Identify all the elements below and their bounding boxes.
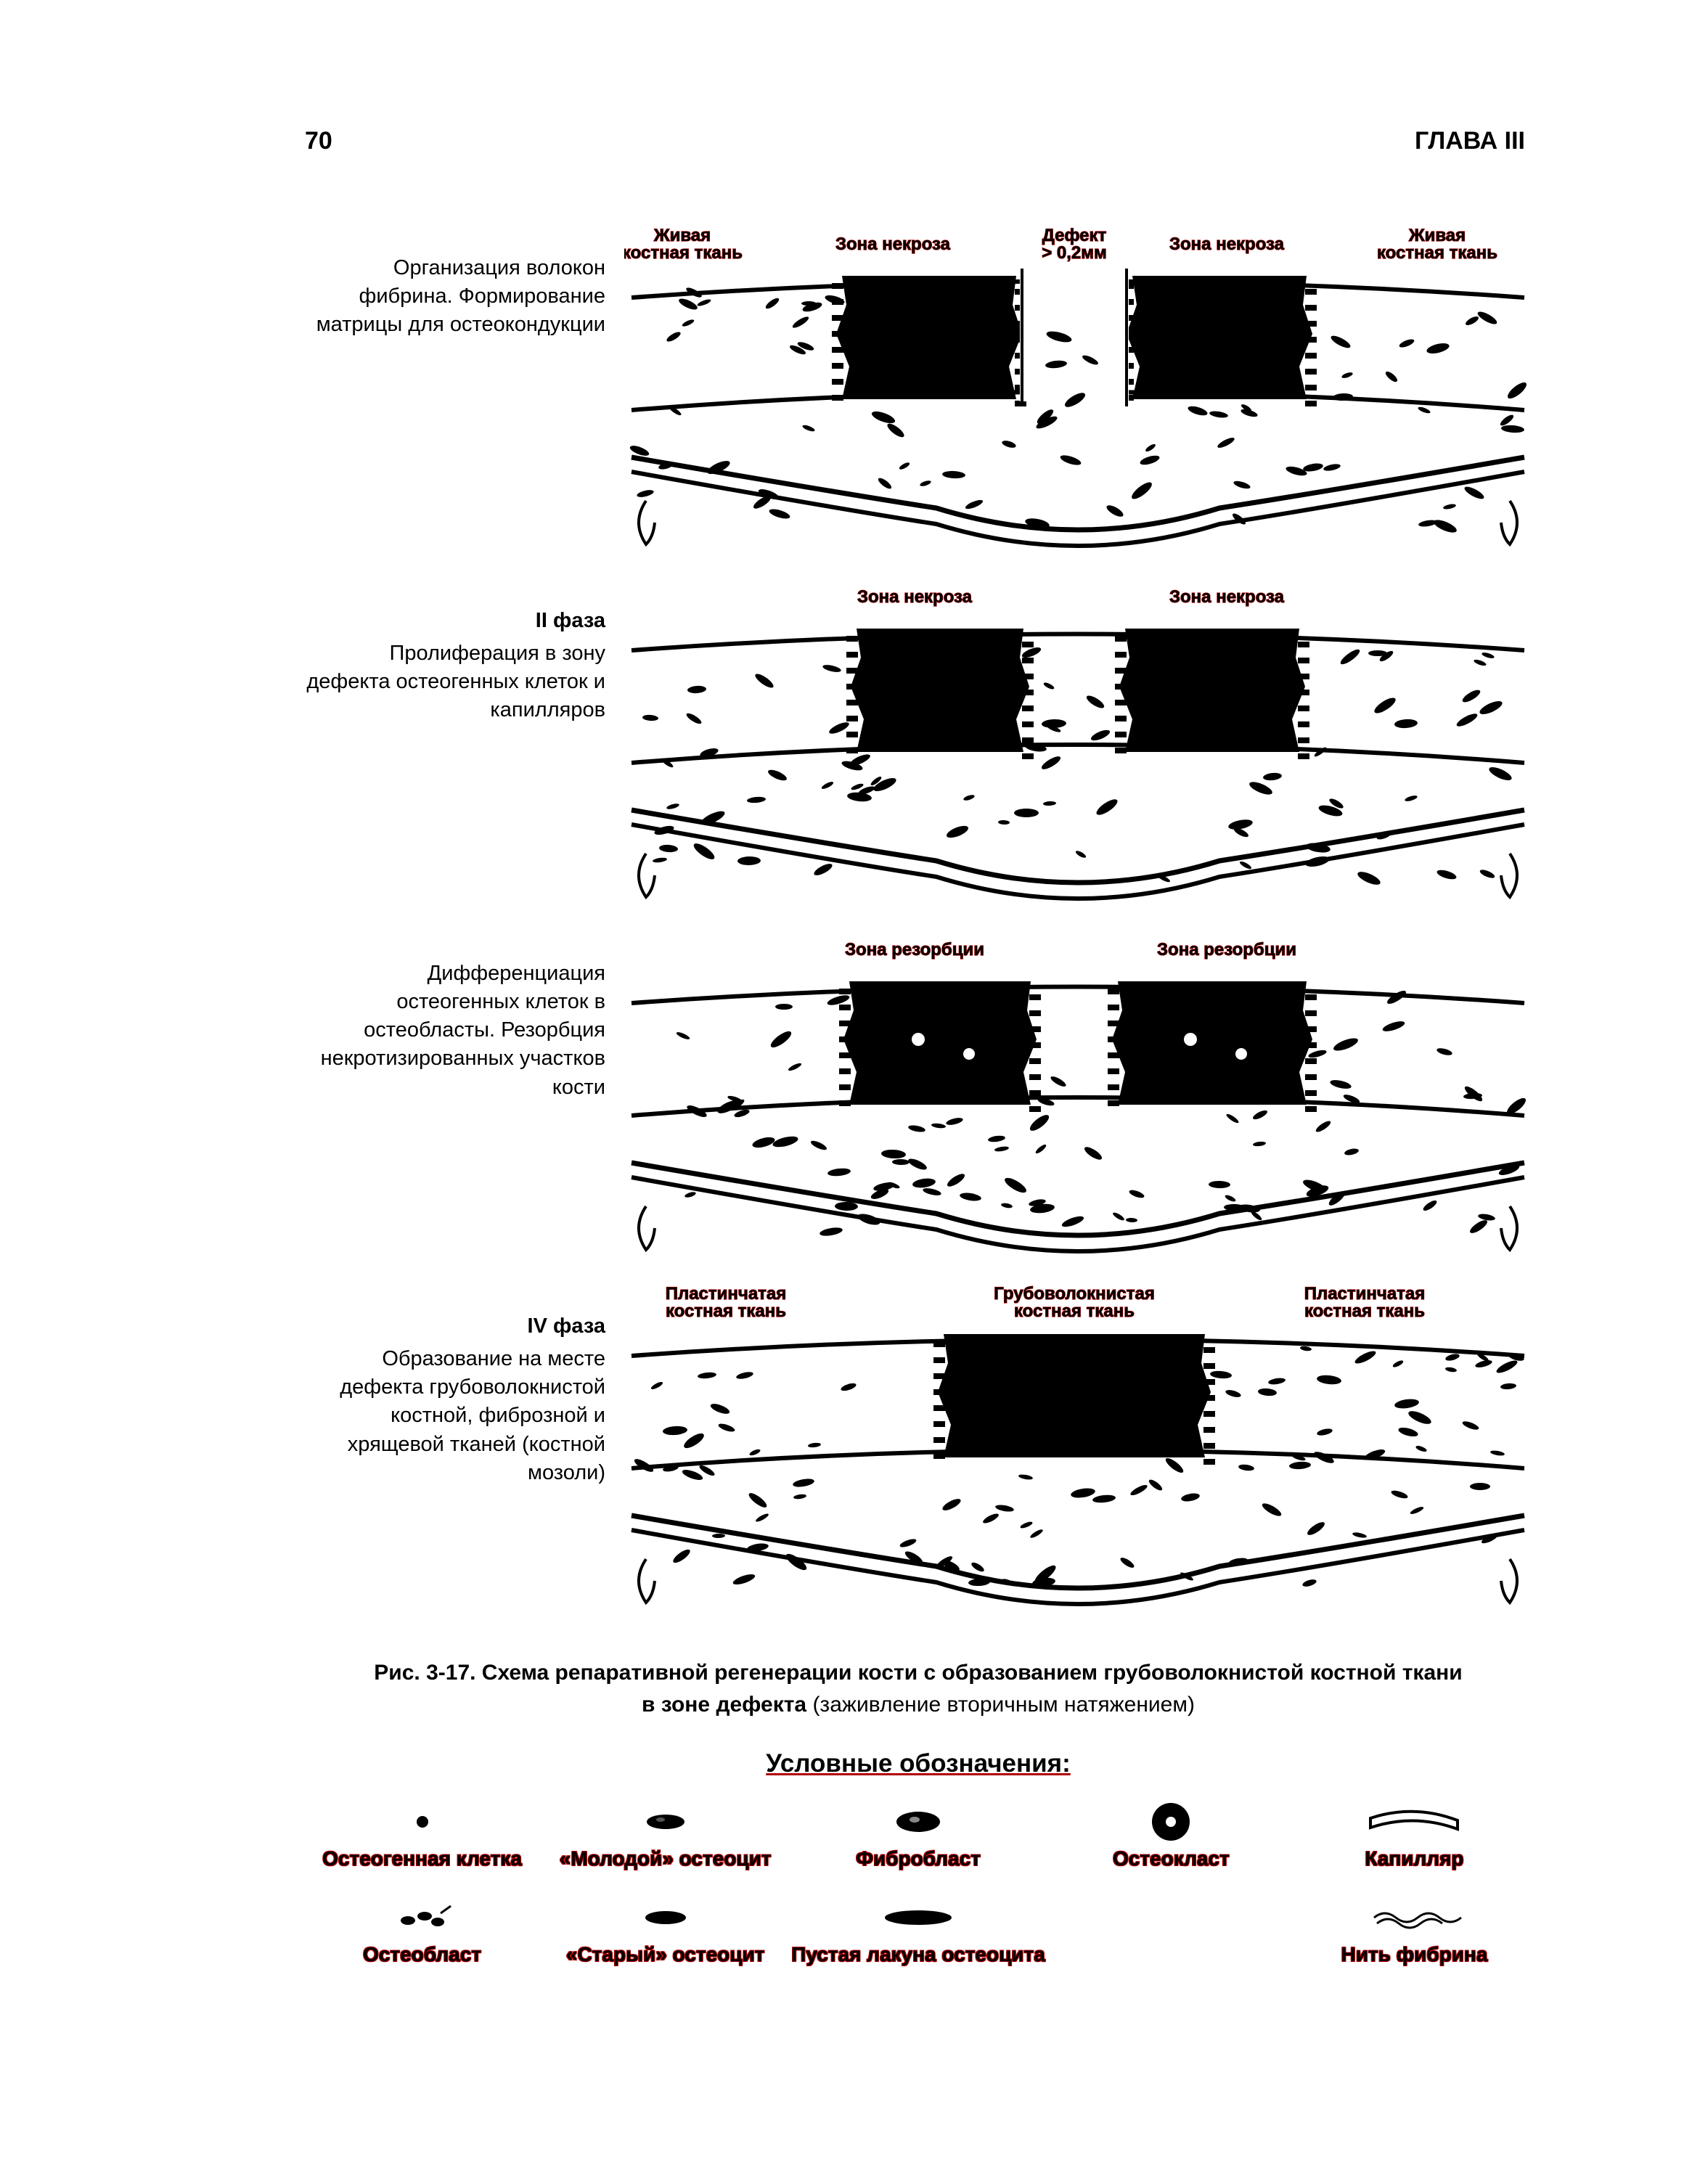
- legend-label: «Старый» остеоцит: [548, 1943, 782, 1966]
- legend-item: Нить фибрина: [1297, 1892, 1532, 1966]
- svg-text:костная ткань: костная ткань: [1304, 1301, 1425, 1321]
- svg-text:> 0,2мм: > 0,2мм: [1042, 243, 1107, 263]
- phase-4-diagram: Пластинчатаякостная тканьГрубоволокниста…: [624, 1283, 1532, 1632]
- legend-item: Фибробласт: [791, 1796, 1045, 1870]
- legend-label: Остеобласт: [305, 1943, 539, 1966]
- svg-text:Пластинчатая: Пластинчатая: [1304, 1284, 1426, 1304]
- legend-icon: [548, 1892, 782, 1943]
- legend-label: Нить фибрина: [1297, 1943, 1532, 1966]
- phase-2-diagram: Зона некроза Зона некроза: [624, 578, 1532, 926]
- legend-label: Остеогенная клетка: [305, 1847, 539, 1870]
- legend-icon: [1054, 1796, 1288, 1847]
- svg-text:Пластинчатая: Пластинчатая: [666, 1284, 787, 1304]
- figure-caption: Рис. 3-17. Схема репаративной регенераци…: [305, 1657, 1532, 1720]
- svg-text:Грубоволокнистая: Грубоволокнистая: [994, 1284, 1155, 1304]
- legend-title: Условные обозначения:: [305, 1749, 1532, 1778]
- phase-2-description: Пролиферация в зону дефекта остеогенных …: [306, 642, 605, 721]
- legend-item: Остеокласт: [1054, 1796, 1288, 1870]
- legend-icon: [305, 1796, 539, 1847]
- svg-text:Зона некроза: Зона некроза: [1169, 234, 1285, 254]
- page-number: 70: [305, 127, 332, 155]
- svg-text:Дефект: Дефект: [1042, 226, 1107, 245]
- phase-4-text: IV фаза Образование на месте дефекта груб…: [305, 1283, 624, 1487]
- legend-item: Капилляр: [1297, 1796, 1532, 1870]
- legend-item: «Старый» остеоцит: [548, 1892, 782, 1966]
- legend-item: Остеобласт: [305, 1892, 539, 1966]
- legend-grid: Остеогенная клетка «Молодой» остеоцит Фи…: [305, 1796, 1532, 1966]
- legend-label: Остеокласт: [1054, 1847, 1288, 1870]
- legend-label: Фибробласт: [791, 1847, 1045, 1870]
- phase-1-description: Организация волокон фибрина. Формировани…: [316, 256, 605, 336]
- legend-label: Капилляр: [1297, 1847, 1532, 1870]
- svg-text:Зона резорбции: Зона резорбции: [845, 940, 984, 960]
- phase-4-description: Образование на месте дефекта грубоволокн…: [340, 1347, 605, 1484]
- svg-text:костная ткань: костная ткань: [1014, 1301, 1135, 1321]
- legend-item: Пустая лакуна остеоцита: [791, 1892, 1045, 1966]
- svg-text:костная ткань: костная ткань: [666, 1301, 786, 1321]
- phase-1-text: Организация волокон фибрина. Формировани…: [305, 225, 624, 339]
- legend-icon: [548, 1796, 782, 1847]
- phase-row-4: IV фаза Образование на месте дефекта груб…: [305, 1283, 1532, 1632]
- legend-icon: [791, 1796, 1045, 1847]
- legend-label: «Молодой» остеоцит: [548, 1847, 782, 1870]
- phase-row-3: Дифференциация остеогенных клеток в осте…: [305, 931, 1532, 1279]
- legend-item: [1054, 1892, 1288, 1966]
- svg-text:костная ткань: костная ткань: [1377, 243, 1497, 263]
- phase-3-diagram: Зона резорбции Зона резорбции: [624, 931, 1532, 1279]
- legend-icon: [1054, 1892, 1288, 1943]
- svg-text:Зона некроза: Зона некроза: [1169, 587, 1285, 607]
- phase-2-title: II фаза: [305, 607, 605, 635]
- legend-item: Остеогенная клетка: [305, 1796, 539, 1870]
- legend-icon: [305, 1892, 539, 1943]
- phase-3-description: Дифференциация остеогенных клеток в осте…: [321, 962, 605, 1099]
- svg-text:Живая: Живая: [653, 226, 711, 245]
- legend-icon: [791, 1892, 1045, 1943]
- svg-text:Зона некроза: Зона некроза: [857, 587, 973, 607]
- phase-row-1: Организация волокон фибрина. Формировани…: [305, 225, 1532, 573]
- svg-text:костная ткань: костная ткань: [624, 243, 743, 263]
- svg-text:Зона резорбции: Зона резорбции: [1157, 940, 1296, 960]
- phase-3-text: Дифференциация остеогенных клеток в осте…: [305, 931, 624, 1102]
- phase-1-diagram: Живаякостная тканьЗона некрозаДефект> 0,…: [624, 225, 1532, 573]
- legend-label: Пустая лакуна остеоцита: [791, 1943, 1045, 1966]
- legend-icon: [1297, 1796, 1532, 1847]
- phase-4-title: IV фаза: [305, 1312, 605, 1341]
- chapter-title: ГЛАВА III: [1415, 127, 1525, 155]
- svg-text:Живая: Живая: [1408, 226, 1466, 245]
- svg-text:Зона некроза: Зона некроза: [835, 234, 951, 254]
- legend-icon: [1297, 1892, 1532, 1943]
- phase-2-text: II фаза Пролиферация в зону дефекта остео…: [305, 578, 624, 725]
- legend-item: «Молодой» остеоцит: [548, 1796, 782, 1870]
- phase-row-2: II фаза Пролиферация в зону дефекта остео…: [305, 578, 1532, 926]
